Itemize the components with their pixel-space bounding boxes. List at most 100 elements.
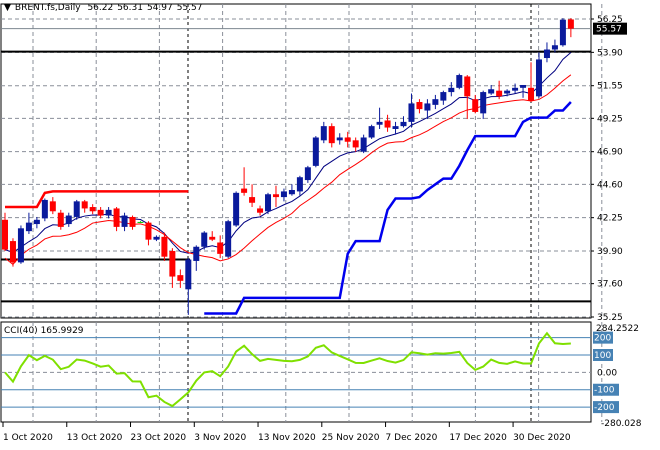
cci-level-label: 100 xyxy=(594,351,611,361)
candle-bearish xyxy=(161,236,168,257)
channel-lower-line xyxy=(204,101,572,315)
cci-level-label: -100 xyxy=(594,386,615,396)
price-tick-label: 49.25 xyxy=(597,114,623,124)
cci-top-label: 284.2522 xyxy=(596,324,639,334)
chart-header: ▼ BRENT.fs,Daily 56.22 56.31 54.97 55.57 xyxy=(4,3,207,13)
candle-bullish xyxy=(225,221,232,257)
candle-bullish xyxy=(296,177,303,192)
price-tick-label: 51.55 xyxy=(597,82,623,92)
candle-bearish xyxy=(249,197,256,203)
candle-bearish xyxy=(272,194,279,198)
candle-bullish xyxy=(153,236,160,240)
time-tick-label: 1 Oct 2020 xyxy=(3,433,53,443)
candle-bullish xyxy=(504,90,511,94)
candle-bearish xyxy=(464,76,471,97)
candle-bullish xyxy=(559,19,566,46)
candle-bearish xyxy=(241,188,248,193)
candle-bearish xyxy=(472,99,479,112)
candle-bullish xyxy=(408,103,415,122)
cci-level-badge xyxy=(593,401,619,414)
price-pane-frame xyxy=(0,3,592,319)
candle-bearish xyxy=(257,208,264,213)
time-tick-label: 25 Nov 2020 xyxy=(322,433,380,443)
candle-bearish xyxy=(137,221,144,223)
price-tick-label: 46.90 xyxy=(597,148,623,158)
candle-bullish xyxy=(448,87,455,93)
candle-bullish xyxy=(121,215,128,227)
candle-bullish xyxy=(65,215,72,225)
candle-bullish xyxy=(392,126,399,129)
candle-bullish xyxy=(543,49,550,59)
cci-level-badge xyxy=(593,383,619,396)
dropdown-triangle-icon[interactable]: ▼ xyxy=(4,3,11,13)
candle-bullish xyxy=(73,201,80,217)
candle-bearish xyxy=(209,236,216,240)
open-value: 56.22 xyxy=(87,3,114,13)
low-value: 54.97 xyxy=(146,3,173,13)
cci-level-badge xyxy=(593,348,613,361)
candle-bullish xyxy=(17,228,24,263)
candle-bearish xyxy=(145,222,152,240)
candle-bullish xyxy=(520,84,527,88)
cci-label: CCI(40) xyxy=(4,326,38,336)
candle-bullish xyxy=(424,103,431,111)
candle-bullish xyxy=(368,126,375,138)
price-tick-label: 42.25 xyxy=(597,214,623,224)
price-tick-label: 53.90 xyxy=(597,48,623,58)
time-tick-label: 3 Nov 2020 xyxy=(194,433,246,443)
candle-bullish xyxy=(33,219,40,225)
candle-bullish xyxy=(488,89,495,94)
candle-bullish xyxy=(105,209,112,216)
candle-bearish xyxy=(496,90,503,97)
candle-bullish xyxy=(551,45,558,50)
candle-bullish xyxy=(376,121,383,125)
candle-bullish xyxy=(480,92,487,114)
price-tick-label: 39.90 xyxy=(597,247,623,257)
candle-bullish xyxy=(41,199,48,219)
time-tick-label: 23 Oct 2020 xyxy=(131,433,187,443)
time-tick-label: 13 Oct 2020 xyxy=(67,433,123,443)
candle-bearish xyxy=(169,251,176,277)
candle-bearish xyxy=(81,201,88,209)
symbol-label: BRENT.fs,Daily xyxy=(14,3,81,13)
candle-bullish xyxy=(201,232,208,247)
cci-value: 165.9929 xyxy=(40,326,84,336)
candle-bullish xyxy=(512,87,519,91)
cci-level-label: 200 xyxy=(594,334,611,344)
candle-bearish xyxy=(89,207,96,212)
candle-bearish xyxy=(384,120,391,128)
candle-bearish xyxy=(344,137,351,142)
time-tick-label: 7 Dec 2020 xyxy=(386,433,438,443)
candle-bearish xyxy=(352,140,359,148)
candle-bearish xyxy=(9,241,16,263)
candle-bullish xyxy=(304,167,311,181)
candle-bullish xyxy=(535,59,542,97)
candle-bearish xyxy=(2,219,8,250)
candle-bearish xyxy=(177,275,184,281)
candle-bearish xyxy=(113,208,120,227)
candle-bullish xyxy=(440,92,447,101)
cci-header: CCI(40) 165.9929 xyxy=(4,326,84,336)
current-price-label: 55.57 xyxy=(596,25,622,35)
cci-level-label: -200 xyxy=(594,403,615,413)
candle-bullish xyxy=(456,75,463,88)
candle-bullish xyxy=(432,99,439,105)
cci-bottom-label: -280.028 xyxy=(601,419,642,429)
price-tick-label: 44.60 xyxy=(597,180,623,190)
candle-bearish xyxy=(416,102,423,110)
candle-bearish xyxy=(217,242,224,254)
candle-bearish xyxy=(97,209,104,216)
cci-line xyxy=(4,331,571,408)
channel-upper-line xyxy=(5,190,189,209)
fast-moving-average-line xyxy=(4,52,572,254)
candle-bullish xyxy=(25,222,32,232)
candle-bullish xyxy=(193,246,200,261)
candle-bearish xyxy=(328,126,335,144)
candle-bullish xyxy=(280,191,287,198)
candle-bearish xyxy=(129,216,136,227)
candle-bullish xyxy=(312,137,319,166)
close-value: 55.57 xyxy=(176,3,203,13)
candle-bullish xyxy=(233,192,240,226)
price-tick-label: 37.60 xyxy=(597,280,623,290)
